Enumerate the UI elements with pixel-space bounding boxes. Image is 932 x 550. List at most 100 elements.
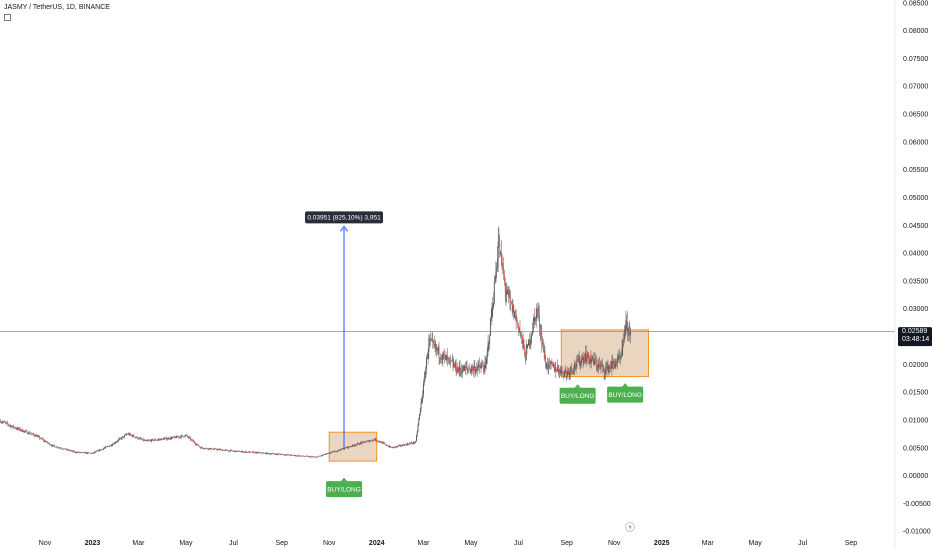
candle-body	[381, 442, 383, 444]
candle	[496, 262, 498, 279]
candle	[510, 301, 512, 305]
candle-body	[135, 437, 137, 438]
indicator-settings-icon[interactable]	[4, 14, 11, 21]
candle	[457, 362, 459, 373]
candle	[516, 315, 518, 323]
candle	[19, 427, 21, 432]
candle-body	[169, 439, 171, 440]
candle-body	[348, 446, 350, 448]
candle-body	[24, 430, 26, 432]
candle-body	[368, 440, 370, 442]
candle-body	[296, 455, 297, 457]
candle-body	[188, 437, 190, 438]
candle	[428, 333, 430, 360]
candle-body	[329, 453, 331, 454]
candle-body	[340, 448, 342, 451]
candle-body	[222, 449, 224, 451]
candle	[580, 361, 582, 371]
candle	[379, 440, 381, 444]
candle-body	[245, 451, 247, 453]
candle-body	[461, 370, 463, 374]
candle-body	[324, 454, 325, 455]
candle-body	[1, 422, 3, 423]
candle	[546, 361, 547, 371]
candle	[440, 353, 442, 364]
candle-body	[529, 341, 531, 346]
candle	[237, 450, 239, 452]
accumulation-zone[interactable]	[560, 329, 649, 378]
candle	[97, 449, 99, 452]
candle-body	[554, 367, 556, 371]
candle	[394, 446, 396, 449]
candle	[226, 449, 228, 451]
candle-body	[595, 358, 596, 362]
candle-body	[295, 455, 297, 456]
candle-body	[532, 331, 533, 335]
lightning-icon[interactable]	[625, 522, 635, 532]
candle-body	[183, 436, 185, 437]
candle-body	[438, 346, 440, 358]
price-axis[interactable]: 0.085000.080000.075000.070000.065000.060…	[903, 0, 931, 535]
candle	[146, 439, 148, 442]
candle-body	[586, 357, 588, 362]
candle-body	[275, 453, 277, 455]
candle	[352, 444, 354, 448]
candle	[17, 426, 19, 431]
candle	[494, 275, 496, 285]
candle-body	[618, 355, 620, 359]
candle-body	[120, 438, 122, 439]
candle-body	[398, 445, 400, 446]
candle-body	[399, 445, 401, 446]
candle-body	[130, 433, 132, 435]
candle-body	[323, 454, 325, 455]
candle-body	[486, 358, 487, 364]
candle-body	[537, 309, 539, 313]
candle	[128, 432, 130, 436]
candle-body	[567, 371, 568, 376]
candle	[14, 427, 16, 429]
candle-body	[460, 370, 462, 371]
candle	[463, 363, 465, 372]
candle-body	[440, 359, 442, 360]
candle-body	[540, 333, 542, 334]
candle	[346, 446, 348, 449]
candle-body	[471, 366, 473, 370]
candle-body	[94, 452, 96, 453]
candle	[197, 443, 199, 447]
candle-body	[601, 365, 603, 367]
candle	[614, 360, 616, 369]
buy-long-tag[interactable]: BUY/LONG	[326, 477, 363, 498]
candle	[407, 442, 409, 445]
candle-body	[577, 359, 579, 363]
candle	[577, 353, 579, 363]
candle	[49, 442, 51, 446]
candle-body	[308, 456, 310, 457]
candle	[215, 447, 216, 450]
candle	[74, 450, 76, 453]
candle-body	[186, 435, 188, 436]
candle-body	[383, 442, 385, 444]
candle-body	[550, 362, 552, 364]
buy-long-tag[interactable]: BUY/LONG	[559, 384, 596, 404]
candle	[3, 421, 5, 423]
candle	[437, 344, 439, 355]
candle	[243, 451, 245, 454]
candle	[441, 353, 443, 365]
candle-body	[297, 455, 299, 457]
candle	[451, 360, 452, 362]
candle-body	[335, 450, 336, 452]
candle-body	[0, 422, 2, 423]
candle	[304, 455, 306, 457]
time-axis[interactable]: Nov 2023 Mar May Jul Sep Nov 2024 Mar May Jul Sep No…	[39, 540, 857, 547]
candle-body	[575, 366, 577, 368]
candle	[110, 444, 112, 447]
candle-body	[25, 430, 27, 432]
candle-body	[426, 357, 428, 359]
candle	[465, 361, 467, 370]
buy-long-tag[interactable]: BUY/LONG	[607, 383, 644, 403]
countdown-timer: 03:48:14	[902, 336, 929, 343]
accumulation-zone[interactable]	[328, 431, 378, 462]
candle-body	[2, 422, 4, 423]
candle-body	[26, 431, 28, 434]
